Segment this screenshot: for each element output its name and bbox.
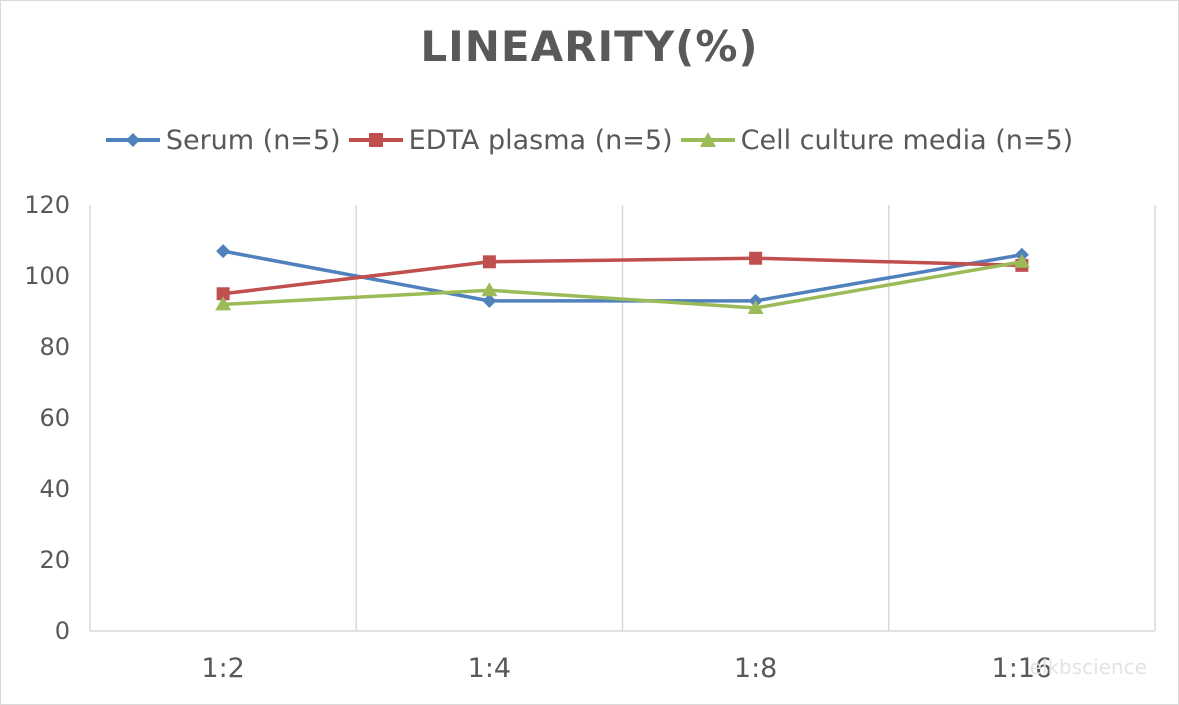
series-line-3	[223, 260, 1023, 310]
y-tick-label: 120	[24, 191, 70, 219]
series-line-2	[222, 256, 1022, 296]
data-point-diamond	[482, 293, 497, 308]
legend-swatch-serum	[105, 133, 160, 147]
data-point-triangle	[1013, 253, 1030, 268]
legend-item-serum: Serum (n=5)	[105, 124, 341, 156]
x-tick-label: 1:2	[201, 653, 244, 684]
data-point-diamond	[216, 244, 231, 259]
legend-item-edta-plasma: EDTA plasma (n=5)	[348, 124, 673, 156]
data-point-triangle	[747, 299, 764, 314]
x-tick-label: 1:4	[468, 653, 511, 684]
y-tick-label: 60	[39, 404, 70, 432]
y-tick-label: 20	[39, 546, 70, 574]
legend-label-cell-culture-media: Cell culture media (n=5)	[740, 124, 1074, 156]
data-point-square	[216, 287, 230, 301]
legend-label-serum: Serum (n=5)	[165, 124, 341, 156]
x-tick-label: 1:8	[734, 653, 777, 684]
chart-title: LINEARITY(%)	[420, 22, 759, 71]
legend-label-edta-plasma: EDTA plasma (n=5)	[408, 124, 673, 156]
watermark-text: elkbscience	[1029, 655, 1147, 679]
data-point-square	[749, 251, 763, 265]
y-tick-label: 40	[39, 475, 70, 503]
x-tick-label: 1:16	[992, 653, 1053, 684]
series-line-1	[222, 249, 1023, 303]
chart-legend: Serum (n=5) EDTA plasma (n=5) Cell cultu…	[0, 120, 1179, 160]
legend-swatch-edta-plasma	[348, 133, 403, 147]
y-tick-label: 0	[55, 617, 70, 645]
legend-item-cell-culture-media: Cell culture media (n=5)	[680, 124, 1074, 156]
data-point-triangle	[481, 282, 498, 297]
data-point-square	[482, 255, 496, 269]
legend-swatch-cell-culture-media	[680, 132, 735, 147]
data-point-triangle	[215, 296, 232, 311]
y-tick-label: 80	[39, 333, 70, 361]
y-tick-label: 100	[24, 262, 70, 290]
